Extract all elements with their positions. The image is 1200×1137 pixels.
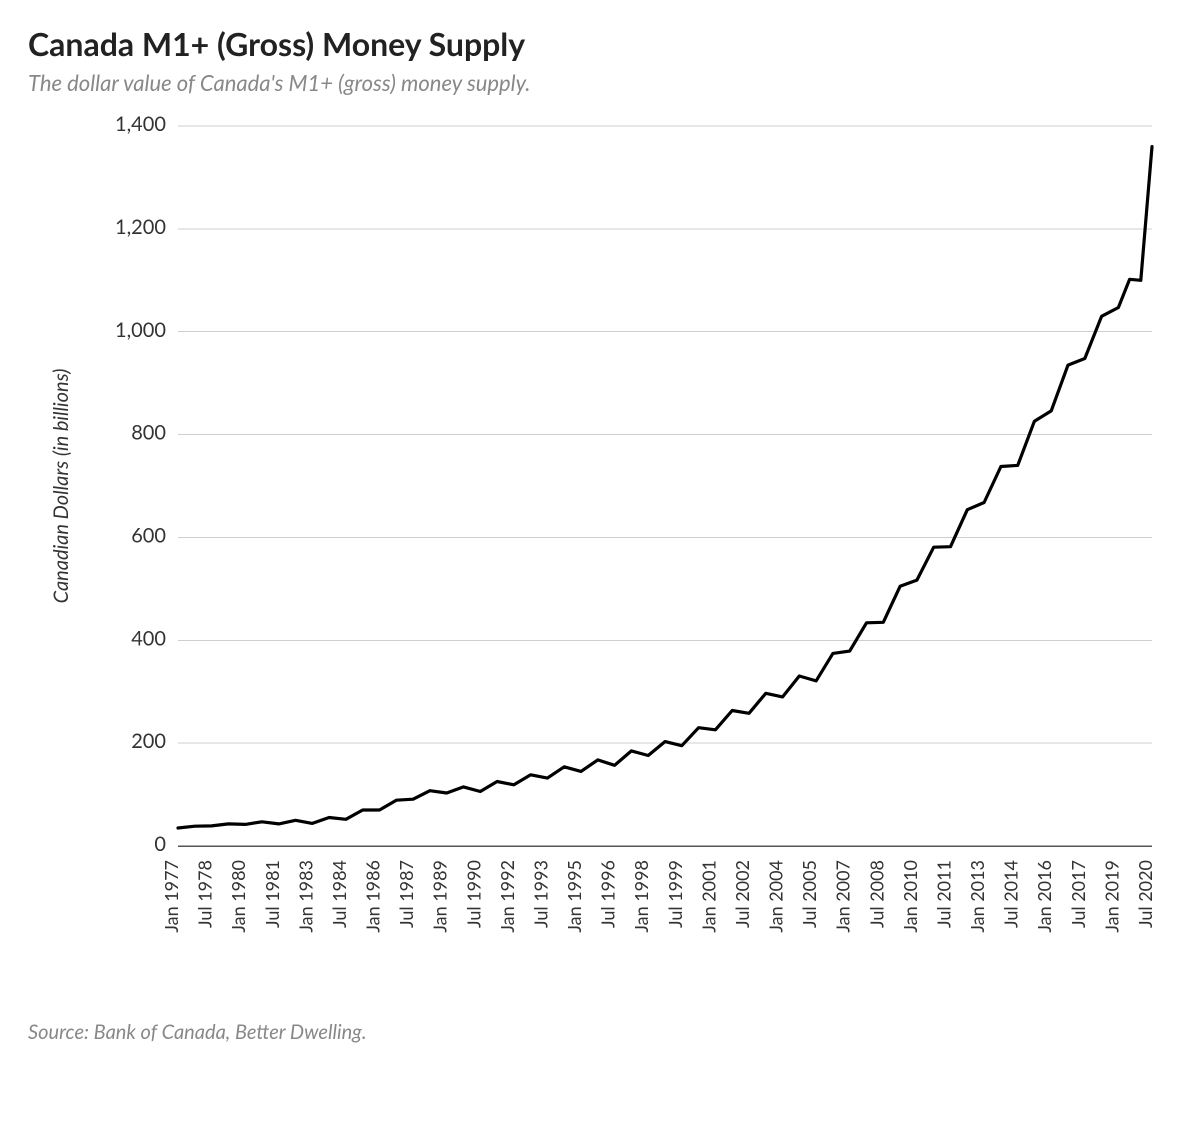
x-tick-label: Jan 2019 (1100, 860, 1122, 933)
x-tick-label: Jul 2002 (731, 860, 753, 928)
x-tick-label: Jan 1983 (294, 860, 316, 933)
x-tick-label: Jan 2001 (697, 860, 719, 933)
chart-source: Source: Bank of Canada, Better Dwelling. (28, 1020, 1172, 1044)
y-tick-label: 1,200 (115, 215, 166, 239)
y-tick-label: 200 (131, 729, 166, 753)
x-tick-label: Jan 2004 (765, 860, 787, 933)
x-tick-label: Jan 1977 (160, 860, 182, 933)
x-tick-label: Jan 1986 (362, 860, 384, 933)
x-tick-label: Jan 1989 (429, 860, 451, 933)
x-tick-label: Jul 2011 (932, 860, 954, 928)
y-tick-label: 1,000 (115, 318, 166, 342)
x-tick-label: Jan 2013 (966, 860, 988, 933)
x-tick-label: Jan 2010 (899, 860, 921, 933)
x-tick-label: Jul 1999 (664, 860, 686, 928)
x-tick-label: Jul 2017 (1067, 860, 1089, 928)
x-tick-label: Jul 2008 (865, 860, 887, 928)
x-tick-label: Jul 1996 (597, 860, 619, 928)
x-tick-label: Jul 1987 (395, 860, 417, 928)
y-tick-label: 1,400 (115, 112, 166, 136)
x-tick-label: Jan 2016 (1033, 860, 1055, 933)
x-tick-label: Jan 1992 (496, 860, 518, 933)
x-tick-label: Jan 1995 (563, 860, 585, 933)
y-axis-label: Canadian Dollars (in billions) (49, 369, 73, 604)
x-tick-label: Jan 1998 (630, 860, 652, 933)
x-tick-label: Jul 1981 (261, 860, 283, 928)
line-chart: 0 200 400 600 800 1,000 1,200 1,400 Canadian Dol… (28, 106, 1172, 1006)
x-tick-label: Jul 1990 (462, 860, 484, 928)
y-tick-label: 0 (154, 832, 166, 856)
x-tick-label: Jan 2007 (832, 860, 854, 933)
x-tick-label: Jul 1984 (328, 860, 350, 928)
x-tick-label: Jul 2005 (798, 860, 820, 928)
y-tick-label: 800 (131, 421, 166, 445)
x-tick-label: Jul 1978 (194, 860, 216, 928)
x-tick-label: Jul 2020 (1134, 860, 1156, 928)
x-tick-label: Jul 2014 (1000, 860, 1022, 928)
chart-subtitle: The dollar value of Canada's M1+ (gross)… (28, 69, 1172, 96)
x-tick-label: Jul 1993 (529, 860, 551, 928)
chart-title: Canada M1+ (Gross) Money Supply (28, 24, 1172, 63)
x-tick-label: Jan 1980 (227, 860, 249, 933)
y-tick-label: 400 (131, 626, 166, 650)
y-tick-label: 600 (131, 523, 166, 547)
